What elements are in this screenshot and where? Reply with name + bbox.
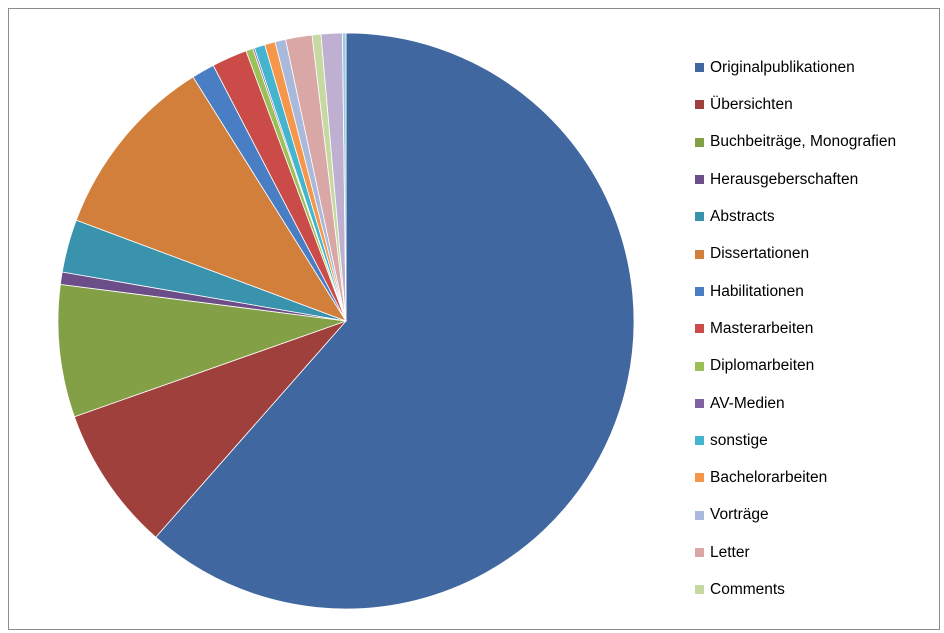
legend-item-3: Herausgeberschaften (695, 161, 940, 198)
legend-item-1: Übersichten (695, 86, 940, 123)
legend-label: Diplomarbeiten (710, 357, 815, 375)
legend-swatch (695, 175, 704, 185)
legend-item-7: Masterarbeiten (695, 310, 940, 347)
legend-swatch (695, 548, 704, 557)
legend-item-13: Letter (695, 534, 940, 571)
legend-label: Herausgeberschaften (710, 170, 859, 188)
legend-item-0: Originalpublikationen (695, 49, 940, 86)
legend-swatch (695, 510, 704, 520)
pie-slice-2 (57, 283, 347, 418)
legend-swatch (695, 585, 704, 595)
legend-label: sonstige (710, 431, 768, 449)
legend-label: Masterarbeiten (710, 319, 814, 337)
legend-label: Habilitationen (710, 282, 804, 300)
legend-swatch (695, 473, 704, 483)
legend-item-5: Dissertationen (695, 235, 940, 272)
legend-label: Dissertationen (710, 245, 810, 263)
legend-item-10: sonstige (695, 422, 940, 459)
legend-swatch (695, 137, 704, 147)
legend-label: Comments (710, 581, 785, 599)
pie-slice-16 (342, 32, 347, 322)
legend-item-14: Comments (695, 571, 940, 608)
legend-item-6: Habilitationen (695, 273, 940, 310)
legend-swatch (695, 324, 704, 334)
legend-label: Originalpublikationen (710, 58, 855, 76)
legend-label: AV-Medien (710, 394, 785, 412)
legend-item-4: Abstracts (695, 198, 940, 235)
chart-legend: Originalpublikationen Übersichten Buchbeit… (695, 49, 940, 608)
legend-item-8: Diplomarbeiten (695, 347, 940, 384)
legend-swatch (695, 249, 704, 259)
legend-item-2: Buchbeiträge, Monografien (695, 124, 940, 161)
legend-label: Vorträge (710, 506, 769, 524)
legend-item-9: AV-Medien (695, 385, 940, 422)
legend-label: Übersichten (710, 96, 793, 114)
legend-label: Bachelorarbeiten (710, 469, 828, 487)
legend-swatch (695, 436, 704, 446)
legend-item-12: Vorträge (695, 497, 940, 534)
pie-slice-1 (73, 320, 348, 538)
legend-swatch (695, 100, 704, 110)
pie-slice-5 (75, 76, 347, 322)
legend-swatch (695, 212, 704, 222)
pie-slice-0 (155, 32, 635, 610)
legend-label: Buchbeiträge, Monografien (710, 133, 897, 151)
legend-swatch (695, 286, 704, 296)
legend-swatch (695, 398, 704, 408)
legend-swatch (695, 361, 704, 371)
legend-swatch (695, 63, 704, 73)
legend-label: Letter (710, 543, 750, 561)
legend-label: Abstracts (710, 208, 775, 226)
legend-item-11: Bachelorarbeiten (695, 459, 940, 496)
